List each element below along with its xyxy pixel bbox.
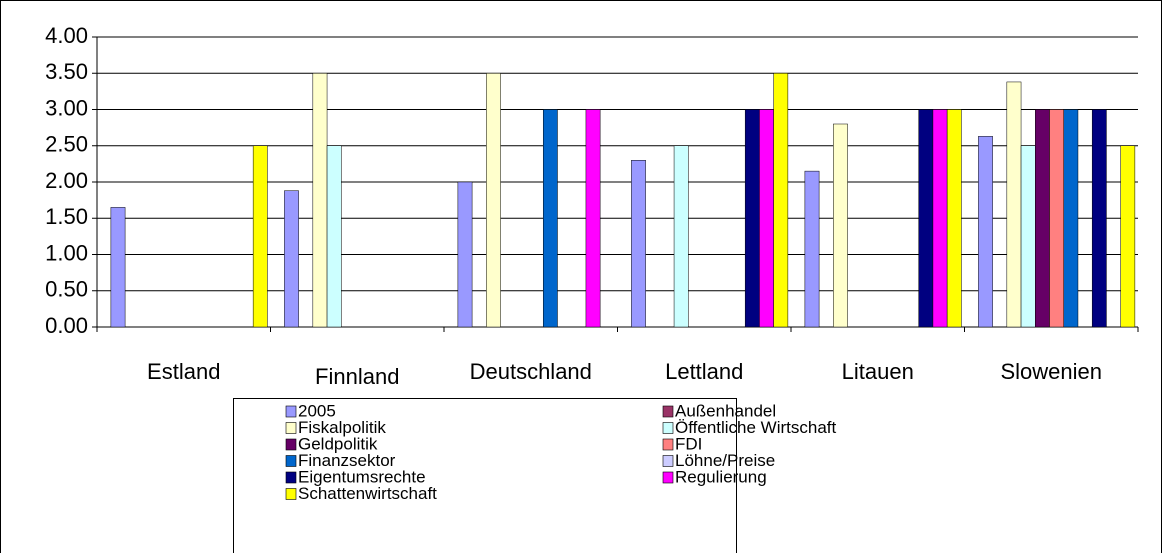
x-tick-label: Estland bbox=[147, 359, 220, 384]
bar bbox=[1035, 109, 1050, 328]
legend-label: Schattenwirtschaft bbox=[298, 484, 437, 503]
legend-label: Eigentumsrechte bbox=[298, 467, 426, 486]
y-tick-label: 2.00 bbox=[45, 168, 88, 193]
bar bbox=[773, 73, 789, 328]
y-tick-label: 4.00 bbox=[45, 23, 88, 48]
bar bbox=[932, 109, 948, 328]
x-tick-label: Finnland bbox=[315, 364, 399, 389]
legend-swatch bbox=[662, 455, 674, 467]
x-tick-label: Litauen bbox=[842, 359, 914, 384]
legend-label: 2005 bbox=[298, 401, 336, 420]
legend-label: Fiskalpolitik bbox=[298, 418, 386, 437]
y-tick-label: 3.50 bbox=[45, 59, 88, 84]
bar bbox=[1063, 109, 1079, 328]
bar bbox=[326, 145, 342, 328]
bar bbox=[542, 109, 558, 328]
legend-swatch bbox=[285, 405, 297, 418]
legend-swatch bbox=[285, 455, 297, 467]
legend-swatch bbox=[662, 471, 674, 484]
legend-swatch bbox=[285, 471, 297, 484]
legend-label: Regulierung bbox=[675, 467, 767, 486]
y-tick-label: 1.50 bbox=[45, 204, 88, 229]
y-tick-label: 0.00 bbox=[45, 313, 88, 338]
x-tick-label: Slowenien bbox=[1000, 359, 1102, 384]
legend-swatch bbox=[662, 438, 674, 451]
bar bbox=[457, 181, 473, 328]
bar bbox=[673, 145, 689, 328]
legend-box bbox=[233, 398, 737, 558]
bar bbox=[1091, 109, 1107, 328]
legend-swatch bbox=[285, 488, 297, 500]
bar bbox=[978, 136, 993, 328]
legend-swatch bbox=[662, 422, 674, 434]
bar bbox=[312, 73, 328, 328]
bar bbox=[804, 170, 820, 328]
y-tick-label: 0.50 bbox=[45, 277, 88, 302]
bar bbox=[631, 160, 646, 328]
y-tick-label: 1.00 bbox=[45, 240, 88, 265]
bar bbox=[1049, 109, 1064, 328]
x-tick-label: Deutschland bbox=[470, 359, 592, 384]
y-tick-label: 2.50 bbox=[45, 132, 88, 157]
legend-swatch bbox=[285, 438, 297, 451]
bar bbox=[833, 123, 848, 328]
bar bbox=[284, 190, 299, 328]
y-tick-label: 3.00 bbox=[45, 95, 88, 120]
legend-label: Geldpolitik bbox=[298, 434, 378, 453]
bar bbox=[744, 109, 760, 328]
x-tick-label: Lettland bbox=[665, 359, 743, 384]
bar bbox=[110, 207, 126, 328]
bar bbox=[1020, 145, 1036, 328]
bar bbox=[918, 109, 934, 328]
legend-swatch bbox=[662, 405, 674, 418]
legend-label: FDI bbox=[675, 434, 702, 453]
legend-label: Öffentliche Wirtschaft bbox=[675, 418, 837, 437]
bar bbox=[585, 109, 601, 328]
bar bbox=[486, 73, 501, 328]
bar bbox=[946, 109, 962, 328]
legend-swatch bbox=[285, 422, 297, 434]
legend-label: Finanzsektor bbox=[298, 451, 396, 470]
bar bbox=[1006, 81, 1022, 328]
legend-label: Außenhandel bbox=[675, 401, 776, 420]
bar bbox=[252, 145, 268, 328]
bar bbox=[759, 109, 774, 328]
legend-label: Löhne/Preise bbox=[675, 451, 775, 470]
bar bbox=[1120, 145, 1136, 328]
